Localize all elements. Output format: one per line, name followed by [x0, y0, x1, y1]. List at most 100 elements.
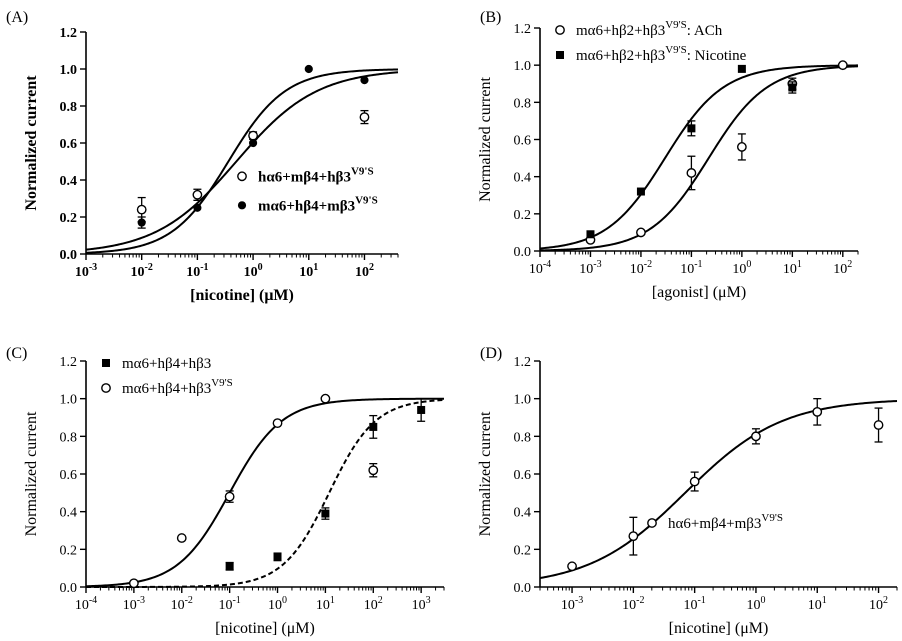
- data-point: [369, 422, 378, 431]
- y-tick-label: 0.4: [60, 506, 78, 521]
- data-point: [224, 491, 235, 502]
- y-tick-label: 0.6: [60, 468, 78, 483]
- legend: mα6+hβ2+hβ3V9'S: ACh mα6+hβ2+hβ3V9'S: Nic…: [555, 19, 747, 64]
- data-point: [567, 561, 577, 572]
- x-tick-label: 10-4: [75, 595, 97, 613]
- x-axis-label: [agonist] (μM): [652, 284, 746, 301]
- y-tick-label: 0.8: [514, 96, 532, 111]
- x-tick-label: 10-2: [131, 262, 153, 280]
- y-axis-label: Normalized current: [477, 77, 494, 202]
- data-point: [873, 420, 884, 430]
- data-point: [321, 509, 330, 518]
- x-tick-label: 101: [299, 262, 318, 280]
- legend-entry: mα6+hβ2+hβ3V9'S: ACh: [576, 19, 723, 39]
- x-tick-label: 10-1: [683, 595, 705, 613]
- y-axis-label: Normalized current: [477, 411, 494, 536]
- data-point: [417, 405, 426, 414]
- data-point: [304, 64, 313, 74]
- data-point: [320, 393, 331, 404]
- y-tick-label: 0.4: [514, 506, 532, 521]
- data-point: [273, 552, 282, 561]
- data-point: [812, 406, 823, 417]
- y-tick-label: 0.0: [60, 248, 78, 263]
- x-tick-label: 10-3: [75, 262, 97, 280]
- y-tick-label: 0.4: [60, 174, 78, 189]
- fit-curve: [85, 71, 399, 251]
- chart-panel-4: (D) 0.0 0.2 0.4 0.6 0.8 1.0 1.2 10-3 10-2 10-1 100 1…: [477, 345, 898, 637]
- panel-label: (C): [6, 345, 27, 362]
- legend-entry: mα6+hβ4+mβ3V9'S: [258, 194, 378, 214]
- y-tick-label: 0.0: [60, 581, 78, 596]
- x-axis-label: [nicotine] (μM): [190, 287, 294, 304]
- data-point: [137, 218, 146, 227]
- legend-marker: [647, 518, 657, 528]
- x-tick-label: 102: [869, 595, 888, 613]
- data-point: [689, 476, 700, 487]
- data-point: [272, 418, 283, 429]
- chart-panel-3: (C) 0.0 0.2 0.4 0.6 0.8 1.0 1.2 10-4 10-3 10-2 10-1…: [6, 345, 445, 637]
- data-point: [586, 230, 595, 239]
- chart-panel-2: (B) 0.0 0.2 0.4 0.6 0.8 1.0 1.2 10-4 10-3 10-2 10-1…: [477, 9, 859, 301]
- panel-label: (B): [480, 9, 501, 26]
- data-point: [176, 533, 187, 543]
- y-tick-label: 0.2: [60, 543, 78, 558]
- data-point: [128, 578, 139, 589]
- y-axis-label: Normalized current: [23, 75, 40, 211]
- legend-entry: hα6+mβ4+hβ3V9'S: [258, 165, 374, 185]
- x-tick-label: 102: [364, 595, 383, 613]
- data-point: [736, 142, 747, 152]
- x-tick-label: 100: [244, 262, 263, 280]
- y-tick-label: 0.8: [60, 430, 78, 445]
- x-tick-label: 10-1: [186, 262, 208, 280]
- fit-curve: [539, 65, 859, 252]
- x-tick-label: 10-2: [171, 595, 193, 613]
- x-axis-label: [nicotine] (μM): [215, 620, 315, 637]
- x-axis-label: [nicotine] (μM): [669, 620, 769, 637]
- legend-entry: mα6+hβ4+hβ3: [122, 356, 211, 372]
- data-point: [360, 76, 369, 85]
- y-tick-label: 1.0: [514, 393, 532, 408]
- panel-label: (D): [480, 345, 502, 362]
- y-tick-label: 0.8: [514, 430, 532, 445]
- legend-marker: [101, 383, 111, 393]
- x-tick-label: 100: [268, 595, 287, 613]
- y-tick-label: 1.2: [514, 355, 532, 370]
- x-tick-label: 102: [833, 259, 852, 277]
- x-tick-label: 102: [355, 262, 374, 280]
- data-point: [359, 112, 370, 123]
- legend: mα6+hβ4+hβ3 mα6+hβ4+hβ3V9'S: [101, 356, 233, 397]
- data-point: [686, 168, 697, 178]
- x-tick-label: 100: [746, 595, 765, 613]
- data-point: [837, 60, 848, 71]
- y-tick-label: 0.0: [514, 245, 532, 260]
- x-tick-label: 100: [732, 259, 751, 277]
- y-tick-label: 0.6: [514, 134, 532, 149]
- y-tick-label: 0.2: [514, 208, 532, 223]
- fit-curve: [539, 400, 898, 580]
- legend-marker: [556, 51, 564, 59]
- chart-panel-1: (A) 0.0 0.2 0.4 0.6 0.8 1.0 1.2 10-3 10-2 10-1 100 1…: [6, 9, 399, 304]
- legend: hα6+mβ4+hβ3V9'S mα6+hβ4+mβ3V9'S: [237, 165, 378, 214]
- x-tick-label: 10-2: [622, 595, 644, 613]
- x-tick-label: 10-1: [680, 259, 702, 277]
- y-tick-label: 0.2: [514, 543, 532, 558]
- y-tick-label: 1.0: [514, 59, 532, 74]
- x-tick-label: 101: [783, 259, 802, 277]
- data-point: [225, 562, 234, 571]
- y-tick-label: 1.2: [514, 22, 532, 37]
- y-tick-label: 1.2: [60, 26, 78, 41]
- data-point: [248, 138, 258, 148]
- x-tick-label: 101: [808, 595, 827, 613]
- fit-curve: [86, 398, 445, 588]
- panel-label: (A): [6, 9, 28, 26]
- y-tick-label: 0.8: [60, 100, 78, 115]
- y-tick-label: 0.2: [60, 211, 78, 226]
- y-tick-label: 1.0: [60, 63, 78, 78]
- data-point: [751, 431, 761, 442]
- legend-marker: [237, 171, 247, 182]
- x-tick-label: 10-3: [561, 595, 583, 613]
- y-tick-label: 1.0: [60, 393, 78, 408]
- data-point: [192, 189, 203, 200]
- data-point: [193, 203, 202, 212]
